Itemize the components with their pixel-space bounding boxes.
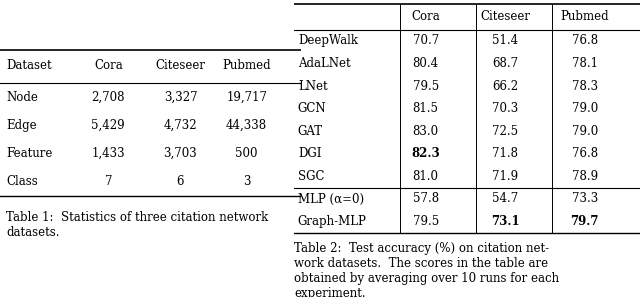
Text: LNet: LNet bbox=[298, 80, 328, 93]
Text: Table 1:  Statistics of three citation network
datasets.: Table 1: Statistics of three citation ne… bbox=[6, 211, 268, 239]
Text: 81.5: 81.5 bbox=[413, 102, 439, 115]
Text: 81.0: 81.0 bbox=[413, 170, 439, 183]
Text: Cora: Cora bbox=[94, 59, 123, 72]
Text: MLP (α=0): MLP (α=0) bbox=[298, 192, 364, 206]
Text: 6: 6 bbox=[177, 176, 184, 188]
Text: 72.5: 72.5 bbox=[492, 125, 518, 138]
Text: GAT: GAT bbox=[298, 125, 323, 138]
Text: 82.3: 82.3 bbox=[412, 147, 440, 160]
Text: 68.7: 68.7 bbox=[492, 57, 518, 70]
Text: 83.0: 83.0 bbox=[413, 125, 439, 138]
Text: 79.0: 79.0 bbox=[572, 125, 598, 138]
Text: Node: Node bbox=[6, 91, 38, 104]
Text: Edge: Edge bbox=[6, 119, 36, 132]
Text: GCN: GCN bbox=[298, 102, 326, 115]
Text: 51.4: 51.4 bbox=[492, 34, 518, 48]
Text: Citeseer: Citeseer bbox=[480, 10, 530, 23]
Text: 80.4: 80.4 bbox=[413, 57, 439, 70]
Text: 1,433: 1,433 bbox=[92, 147, 125, 160]
Text: 79.5: 79.5 bbox=[413, 215, 439, 228]
Text: 19,717: 19,717 bbox=[226, 91, 267, 104]
Text: Citeseer: Citeseer bbox=[156, 59, 205, 72]
Text: 3,327: 3,327 bbox=[164, 91, 197, 104]
Text: 71.8: 71.8 bbox=[492, 147, 518, 160]
Text: 78.3: 78.3 bbox=[572, 80, 598, 93]
Text: Dataset: Dataset bbox=[6, 59, 52, 72]
Text: DGI: DGI bbox=[298, 147, 321, 160]
Text: Table 2:  Test accuracy (%) on citation net-
work datasets.  The scores in the t: Table 2: Test accuracy (%) on citation n… bbox=[294, 242, 559, 297]
Text: 66.2: 66.2 bbox=[492, 80, 518, 93]
Text: 71.9: 71.9 bbox=[492, 170, 518, 183]
Text: 3: 3 bbox=[243, 176, 250, 188]
Text: 500: 500 bbox=[236, 147, 258, 160]
Text: 70.3: 70.3 bbox=[492, 102, 518, 115]
Text: 73.1: 73.1 bbox=[491, 215, 520, 228]
Text: 57.8: 57.8 bbox=[413, 192, 439, 206]
Text: 54.7: 54.7 bbox=[492, 192, 518, 206]
Text: SGC: SGC bbox=[298, 170, 324, 183]
Text: 44,338: 44,338 bbox=[226, 119, 268, 132]
Text: 73.3: 73.3 bbox=[572, 192, 598, 206]
Text: 4,732: 4,732 bbox=[164, 119, 197, 132]
Text: 79.5: 79.5 bbox=[413, 80, 439, 93]
Text: Class: Class bbox=[6, 176, 38, 188]
Text: 5,429: 5,429 bbox=[92, 119, 125, 132]
Text: Feature: Feature bbox=[6, 147, 52, 160]
Text: 3,703: 3,703 bbox=[164, 147, 197, 160]
Text: Graph-MLP: Graph-MLP bbox=[298, 215, 367, 228]
Text: DeepWalk: DeepWalk bbox=[298, 34, 358, 48]
Text: 7: 7 bbox=[104, 176, 112, 188]
Text: 70.7: 70.7 bbox=[413, 34, 439, 48]
Text: 79.0: 79.0 bbox=[572, 102, 598, 115]
Text: Pubmed: Pubmed bbox=[561, 10, 609, 23]
Text: AdaLNet: AdaLNet bbox=[298, 57, 351, 70]
Text: 2,708: 2,708 bbox=[92, 91, 125, 104]
Text: Cora: Cora bbox=[412, 10, 440, 23]
Text: Pubmed: Pubmed bbox=[222, 59, 271, 72]
Text: 76.8: 76.8 bbox=[572, 34, 598, 48]
Text: 79.7: 79.7 bbox=[570, 215, 599, 228]
Text: 78.1: 78.1 bbox=[572, 57, 598, 70]
Text: 76.8: 76.8 bbox=[572, 147, 598, 160]
Text: 78.9: 78.9 bbox=[572, 170, 598, 183]
